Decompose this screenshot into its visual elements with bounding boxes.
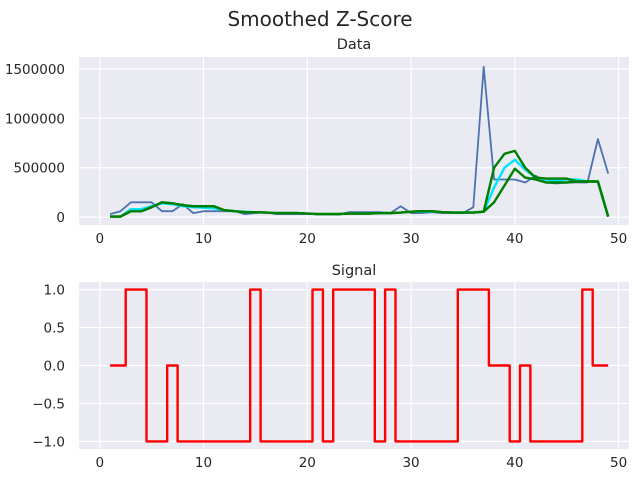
data-y-tick-label: 0 [56, 210, 65, 226]
data-series-line-3 [110, 167, 610, 218]
data-axes-title: Data [337, 37, 372, 53]
data-series-group [109, 66, 610, 218]
signal-x-tick-label: 10 [195, 455, 212, 471]
signal-x-tick-label: 0 [95, 455, 104, 471]
figure-title: Smoothed Z-Score [227, 7, 412, 31]
data-grid [79, 57, 629, 225]
data-y-tick-label: 1500000 [5, 62, 65, 78]
signal-y-tick-label: 1.0 [44, 283, 65, 299]
signal-x-tick-label: 50 [610, 455, 627, 471]
data-axes: 0 10 20 30 40 50 0 500000 1000000 1500000 Data [5, 37, 629, 247]
data-x-tick-label: 40 [506, 231, 523, 247]
signal-series-group [110, 288, 609, 443]
data-x-tick-label: 50 [610, 231, 627, 247]
signal-y-tick-label: 0.5 [44, 321, 65, 337]
data-x-tick-label: 0 [95, 231, 104, 247]
data-x-tick-label: 30 [402, 231, 419, 247]
signal-tick-labels: 0 10 20 30 40 50 1.0 0.5 0.0 −0.5 −1.0 [32, 283, 627, 471]
data-y-tick-label: 500000 [13, 161, 65, 177]
signal-x-tick-label: 40 [506, 455, 523, 471]
data-plot-area [79, 57, 629, 225]
data-x-tick-label: 10 [195, 231, 212, 247]
signal-x-tick-label: 20 [299, 455, 316, 471]
data-x-tick-label: 20 [299, 231, 316, 247]
signal-y-tick-label: −1.0 [32, 434, 65, 450]
signal-y-tick-label: −0.5 [32, 396, 65, 412]
signal-series-line-0 [110, 288, 609, 443]
signal-axes-title: Signal [332, 263, 377, 279]
data-tick-labels: 0 10 20 30 40 50 0 500000 1000000 1500000 [5, 62, 627, 247]
signal-x-tick-label: 30 [402, 455, 419, 471]
signal-y-tick-label: 0.0 [44, 359, 65, 375]
data-series-line-0 [109, 66, 610, 216]
data-y-tick-label: 1000000 [5, 111, 65, 127]
signal-axes: 0 10 20 30 40 50 1.0 0.5 0.0 −0.5 −1.0 Signal [32, 263, 629, 471]
